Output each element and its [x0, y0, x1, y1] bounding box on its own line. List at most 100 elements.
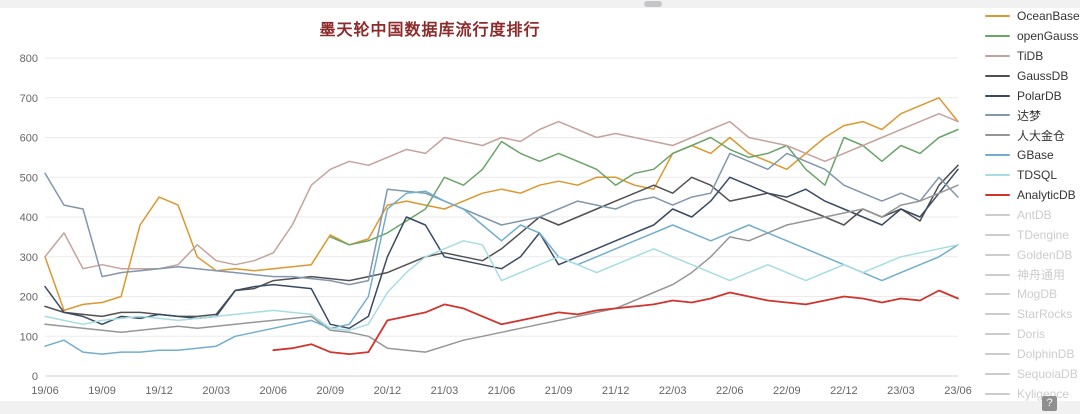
x-axis-tick-label: 21/12: [602, 385, 630, 397]
y-axis-tick-label: 200: [20, 292, 38, 304]
legend-item-神舟通用[interactable]: 神舟通用: [985, 265, 1080, 285]
x-axis-tick-label: 22/12: [830, 385, 858, 397]
legend-item-TDSQL[interactable]: TDSQL: [985, 165, 1080, 185]
legend-item-TiDB[interactable]: TiDB: [985, 46, 1080, 66]
legend-item-PolarDB[interactable]: PolarDB: [985, 86, 1080, 106]
y-axis-tick-label: 100: [20, 331, 38, 343]
legend-line-marker: [985, 273, 1010, 276]
x-axis-tick-label: 23/06: [944, 385, 972, 397]
legend-item-openGauss[interactable]: openGauss: [985, 26, 1080, 46]
legend-line-marker: [985, 74, 1010, 77]
y-axis-tick-label: 700: [20, 93, 38, 105]
legend-label: TDSQL: [1017, 168, 1058, 183]
legend-line-marker: [985, 313, 1010, 316]
legend-item-AnalyticDB[interactable]: AnalyticDB: [985, 185, 1080, 205]
series-line-GaussDB: [44, 164, 959, 318]
x-axis-tick-label: 19/12: [145, 385, 173, 397]
legend-label: AnalyticDB: [1017, 187, 1076, 202]
x-axis-tick-label: 22/09: [773, 385, 801, 397]
series-line-达梦: [44, 152, 959, 286]
series-line-人大金仓: [44, 184, 959, 353]
legend-line-marker: [985, 333, 1010, 336]
scrollbar-thumb[interactable]: [644, 1, 662, 7]
y-axis-tick-label: 0: [32, 371, 38, 383]
legend-line-marker: [985, 253, 1010, 256]
y-axis-tick-label: 400: [20, 212, 38, 224]
x-axis-tick-label: 19/09: [88, 385, 116, 397]
legend-label: openGauss: [1017, 28, 1079, 43]
x-axis-tick-label: 20/12: [374, 385, 402, 397]
legend-line-marker: [985, 233, 1010, 236]
chart-title: 墨天轮中国数据库流行度排行: [319, 22, 541, 39]
y-axis-tick-label: 500: [20, 172, 38, 184]
legend-line-marker: [985, 154, 1010, 157]
legend-line-marker: [985, 293, 1010, 296]
legend-line-marker: [985, 213, 1010, 216]
series-line-TiDB: [44, 112, 959, 270]
legend-line-marker: [985, 114, 1010, 117]
legend-item-达梦[interactable]: 达梦: [985, 105, 1080, 125]
x-axis-tick-label: 22/03: [659, 385, 687, 397]
legend-label: StarRocks: [1017, 307, 1073, 322]
legend-item-GaussDB[interactable]: GaussDB: [985, 66, 1080, 86]
legend-item-DolphinDB[interactable]: DolphinDB: [985, 344, 1080, 364]
legend-line-marker: [985, 372, 1010, 375]
legend-item-GoldenDB[interactable]: GoldenDB: [985, 245, 1080, 265]
chart-legend: OceanBase openGauss TiDB GaussDB PolarDB 达梦人大…: [985, 6, 1080, 404]
legend-label: Doris: [1017, 327, 1046, 342]
legend-label: 神舟通用: [1017, 268, 1066, 283]
y-axis-tick-label: 600: [20, 133, 38, 145]
series-line-TDSQL: [44, 240, 959, 332]
legend-label: 人大金仓: [1017, 128, 1066, 143]
x-axis-tick-label: 20/03: [202, 385, 230, 397]
legend-line-marker: [985, 134, 1010, 137]
legend-label: TDengine: [1017, 227, 1070, 242]
legend-line-marker: [985, 392, 1010, 395]
legend-line-marker: [985, 174, 1010, 177]
bottom-strip: [0, 401, 1080, 414]
x-axis-tick-label: 19/06: [31, 385, 59, 397]
legend-item-人大金仓[interactable]: 人大金仓: [985, 125, 1080, 145]
legend-label: OceanBase: [1017, 8, 1080, 23]
x-axis-tick-label: 22/06: [716, 385, 744, 397]
y-axis-tick-label: 300: [20, 252, 38, 264]
series-line-AnalyticDB: [272, 289, 959, 356]
series-line-openGauss: [329, 128, 959, 246]
legend-line-marker: [985, 34, 1010, 37]
legend-item-OceanBase[interactable]: OceanBase: [985, 6, 1080, 26]
legend-item-MogDB[interactable]: MogDB: [985, 284, 1080, 304]
legend-line-marker: [985, 94, 1010, 97]
legend-line-marker: [985, 14, 1010, 17]
legend-label: MogDB: [1017, 287, 1058, 302]
series-line-GBase: [44, 190, 959, 355]
legend-item-Doris[interactable]: Doris: [985, 324, 1080, 344]
help-icon[interactable]: ?: [1042, 396, 1057, 411]
legend-label: GBase: [1017, 148, 1054, 163]
legend-item-AntDB[interactable]: AntDB: [985, 205, 1080, 225]
legend-label: AntDB: [1017, 207, 1052, 222]
legend-label: SequoiaDB: [1017, 366, 1078, 381]
top-strip: [0, 0, 1080, 8]
x-axis-tick-label: 21/03: [431, 385, 459, 397]
legend-label: DolphinDB: [1017, 347, 1075, 362]
legend-label: TiDB: [1017, 48, 1044, 63]
x-axis-tick-label: 20/06: [259, 385, 287, 397]
legend-item-SequoiaDB[interactable]: SequoiaDB: [985, 364, 1080, 384]
y-axis-tick-label: 800: [20, 53, 38, 65]
x-axis-tick-label: 20/09: [317, 385, 345, 397]
legend-label: GoldenDB: [1017, 247, 1073, 262]
legend-item-TDengine[interactable]: TDengine: [985, 225, 1080, 245]
x-axis-tick-label: 23/03: [887, 385, 915, 397]
legend-item-StarRocks[interactable]: StarRocks: [985, 304, 1080, 324]
legend-line-marker: [985, 353, 1010, 356]
line-chart: 0 100 200 300 400 500 600 700 800 19/06 19/09 19/12…: [20, 53, 972, 397]
x-axis-tick-label: 21/06: [488, 385, 516, 397]
series-line-OceanBase: [44, 97, 959, 312]
legend-label: 达梦: [1017, 108, 1042, 123]
x-axis-tick-label: 21/09: [545, 385, 573, 397]
legend-label: GaussDB: [1017, 68, 1069, 83]
legend-item-GBase[interactable]: GBase: [985, 145, 1080, 165]
legend-line-marker: [985, 54, 1010, 57]
legend-label: PolarDB: [1017, 88, 1062, 103]
legend-line-marker: [985, 193, 1010, 196]
